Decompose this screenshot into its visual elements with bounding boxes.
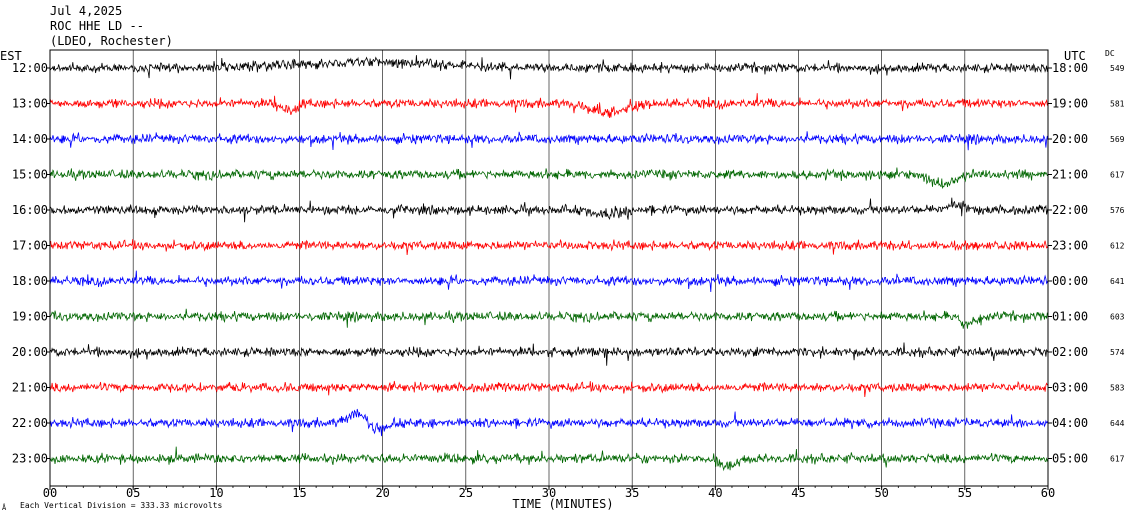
trace-2300 xyxy=(49,446,1049,472)
utc-label: 23:00 xyxy=(1052,239,1088,253)
seismic-traces xyxy=(49,55,1049,472)
dc-value: 644 xyxy=(1110,419,1125,428)
dc-value: 603 xyxy=(1110,313,1125,322)
utc-label: 02:00 xyxy=(1052,345,1088,359)
trace-1200 xyxy=(49,55,1049,80)
x-tick-label: 55 xyxy=(958,486,972,500)
dc-value: 641 xyxy=(1110,277,1125,286)
header-date: Jul 4,2025 xyxy=(50,4,123,18)
plot-frame xyxy=(49,49,1049,487)
est-label: 22:00 xyxy=(12,416,48,430)
dc-value: 617 xyxy=(1110,455,1125,464)
utc-label: 03:00 xyxy=(1052,381,1088,395)
x-tick-label: 35 xyxy=(625,486,639,500)
utc-label: 00:00 xyxy=(1052,274,1088,288)
utc-label: 18:00 xyxy=(1052,61,1088,75)
dc-value: 549 xyxy=(1110,64,1125,73)
utc-label: 20:00 xyxy=(1052,132,1088,146)
est-label: 13:00 xyxy=(12,97,48,111)
utc-label: 19:00 xyxy=(1052,97,1088,111)
dc-value: 583 xyxy=(1110,384,1125,393)
dc-value: 612 xyxy=(1110,242,1125,251)
trace-1500 xyxy=(49,167,1049,190)
x-axis-label: TIME (MINUTES) xyxy=(512,497,613,511)
x-tick-label: 50 xyxy=(874,486,888,500)
dc-value: 569 xyxy=(1110,135,1125,144)
est-label: 21:00 xyxy=(12,381,48,395)
utc-label: 04:00 xyxy=(1052,416,1088,430)
dc-value: 581 xyxy=(1110,100,1125,109)
est-label: 14:00 xyxy=(12,132,48,146)
trace-1800 xyxy=(49,270,1049,293)
trace-1300 xyxy=(49,93,1049,119)
x-tick-label: 40 xyxy=(708,486,722,500)
est-label: 15:00 xyxy=(12,168,48,182)
x-tick-label: 00 xyxy=(43,486,57,500)
right-axis-title: UTC xyxy=(1064,49,1086,63)
est-label: 18:00 xyxy=(12,274,48,288)
est-label: 23:00 xyxy=(12,452,48,466)
x-tick-label: 20 xyxy=(375,486,389,500)
x-tick-label: 30 xyxy=(542,486,556,500)
est-label: 20:00 xyxy=(12,345,48,359)
x-tick-label: 45 xyxy=(791,486,805,500)
trace-1400 xyxy=(49,131,1049,151)
x-tick-label: 05 xyxy=(126,486,140,500)
est-label: 19:00 xyxy=(12,310,48,324)
utc-label: 22:00 xyxy=(1052,203,1088,217)
trace-2200 xyxy=(49,408,1049,437)
utc-label: 21:00 xyxy=(1052,168,1088,182)
axis-labels: 00 05 10 15 20 25 30 35 40 45 50 55 60 TIME (MINUTES)… xyxy=(0,49,1125,512)
footer-note: Each Vertical Division = 333.33 microvol… xyxy=(20,501,222,510)
x-tick-label: 10 xyxy=(209,486,223,500)
dc-value: 574 xyxy=(1110,348,1125,357)
header-network: (LDEO, Rochester) xyxy=(50,34,173,48)
trace-1900 xyxy=(49,308,1049,329)
trace-2100 xyxy=(49,380,1049,398)
x-tick-label: 25 xyxy=(459,486,473,500)
est-label: 17:00 xyxy=(12,239,48,253)
trace-1600 xyxy=(49,197,1049,223)
footer-mark: Å xyxy=(2,503,7,512)
x-tick-label: 60 xyxy=(1041,486,1055,500)
trace-1700 xyxy=(49,238,1049,256)
dc-header: DC xyxy=(1105,49,1115,58)
left-axis-title: EST xyxy=(0,49,22,63)
utc-label: 05:00 xyxy=(1052,452,1088,466)
trace-2000 xyxy=(49,342,1049,366)
est-label: 12:00 xyxy=(12,61,48,75)
utc-label: 01:00 xyxy=(1052,310,1088,324)
header-station: ROC HHE LD -- xyxy=(50,19,144,33)
x-tick-label: 15 xyxy=(292,486,306,500)
est-label: 16:00 xyxy=(12,203,48,217)
dc-value: 617 xyxy=(1110,171,1125,180)
dc-value: 576 xyxy=(1110,206,1125,215)
